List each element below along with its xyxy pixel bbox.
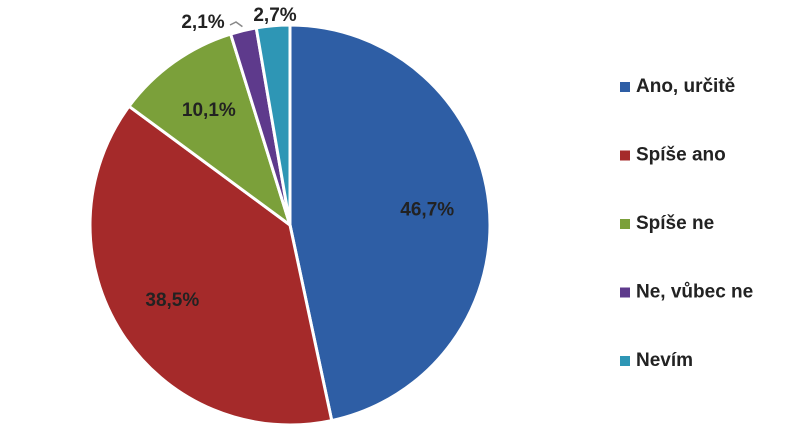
legend-swatch-spise-ano: [620, 150, 630, 161]
data-label-ano-urcite: 46,7%: [400, 200, 454, 221]
legend-label-spise-ano: Spíše ano: [636, 145, 726, 166]
data-label-spise-ano: 38,5%: [145, 290, 199, 311]
legend-swatch-ne-vubec-ne: [620, 287, 630, 298]
leader-lines: [229, 21, 243, 28]
pie-slice-nevim: [254, 23, 292, 227]
data-label-nevim: 2,7%: [253, 5, 296, 26]
leader-line-ne-vubec-ne: [229, 21, 243, 28]
legend-swatch-ano-urcite: [620, 82, 630, 92]
legend-label-ne-vubec-ne: Ne, vůbec ne: [636, 282, 753, 303]
data-label-spise-ne: 10,1%: [182, 100, 236, 121]
legend-swatch-nevim: [620, 356, 630, 366]
data-label-ne-vubec-ne: 2,1%: [181, 12, 224, 33]
legend-label-nevim: Nevím: [636, 350, 693, 371]
pie-slice-spise-ano: [88, 104, 334, 426]
pie-slices: [88, 23, 492, 426]
legend-swatch-spise-ne: [620, 219, 630, 229]
data-labels: 46,7% 38,5% 10,1% 2,1% 2,7%: [145, 5, 454, 311]
legend: Ano, určitě Spíše ano Spíše ne Ne, vůbec ne…: [620, 76, 753, 371]
legend-label-spise-ne: Spíše ne: [636, 213, 714, 234]
pie-slice-ano-urcite: [288, 23, 492, 423]
legend-label-ano-urcite: Ano, určitě: [636, 76, 735, 97]
pie-slice-spise-ne: [127, 32, 292, 227]
